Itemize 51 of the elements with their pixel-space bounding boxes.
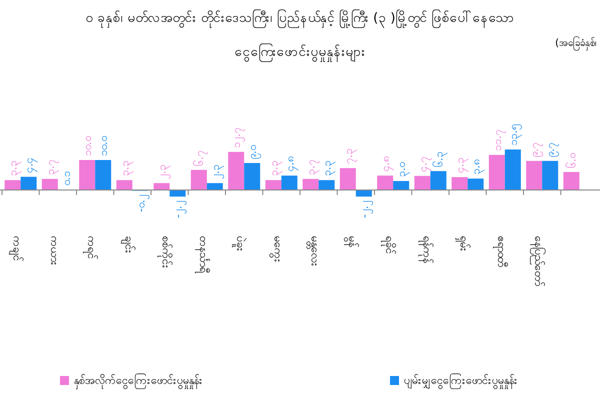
data-label: ၁၀.၀	[97, 136, 110, 156]
x-tick-label: ပဲခူး	[232, 236, 248, 252]
data-label: ၁၂.၇	[230, 127, 246, 148]
data-label: ၄.၄	[22, 157, 38, 173]
data-label: ၉.၇	[544, 142, 560, 157]
data-label: -၀.၂	[134, 194, 150, 212]
x-tick-label: ရန်ကုန်	[418, 236, 434, 263]
x-tick-label: ကချင်	[8, 236, 24, 261]
data-label: ၃.၃	[6, 160, 22, 176]
data-label: ၁၀.၀	[81, 136, 94, 156]
data-label: ၆.၃	[432, 152, 448, 168]
data-label: ၃.၃	[118, 160, 134, 176]
x-tick-label: ချင်း	[120, 236, 136, 254]
data-label: ၄.၈	[379, 156, 394, 172]
data-label: ၆.၇	[192, 150, 208, 166]
legend-label: ပျမ်းမျှငွေကြေးဖောင်းပွမှုနှုန်း	[404, 373, 518, 389]
text: (အခြေခံနှစ်၊	[555, 35, 596, 51]
x-tick-label: မကွေး	[269, 236, 284, 263]
x-tick-label: ဧရာဝတီ	[492, 236, 508, 268]
data-label: ၂.၃	[156, 164, 171, 180]
data-label: -၂.၂	[358, 200, 373, 218]
data-label: ၄.၇	[416, 156, 432, 172]
data-label: ၄.၃	[454, 158, 469, 174]
chart-title: ၀ ခုနှစ်၊ မတ်လအတွင်း တိုင်းဒေသကြီး၊ ပြည်နယ်နှင့် မြို့ကြီး (၃ )မြို့တွင် ဖြစ်ပေါ်နေသော	[85, 9, 515, 28]
x-tick-label: ရှမ်း	[456, 236, 471, 252]
data-label: ၁၃.၅	[506, 124, 522, 146]
data-label: -၂.၂	[172, 200, 187, 218]
x-tick-label: ရခိုင်	[381, 236, 396, 254]
x-tick-label: မွန်	[344, 236, 359, 247]
data-label: ၄.၈	[283, 156, 298, 172]
legend-label: နှစ်အလိုက်ငွေကြေးဖောင်းပွမှုနှုန်း	[74, 373, 203, 389]
data-label: ၆.၀	[565, 154, 578, 168]
x-tick-label: စစ်ကိုင်း	[158, 236, 173, 269]
x-tick-label: တနင်္သာရီ	[194, 236, 210, 274]
data-label: ၂.၃	[208, 164, 224, 180]
data-label: ၃.၈	[470, 159, 485, 175]
data-label: ၃.၀	[395, 162, 410, 177]
x-tick-label: မန္တလေး	[306, 236, 322, 267]
data-label: ၃.၇	[304, 159, 320, 175]
data-label: ၉.၀	[246, 146, 262, 159]
data-label: ၃.၃	[267, 160, 282, 176]
data-label: ၃.၇	[44, 159, 59, 175]
data-label: ၁၁.၇	[490, 129, 506, 151]
x-tick-label: ကယား	[48, 236, 61, 266]
x-tick-label: ကရင်	[83, 236, 98, 259]
data-label: ၀.၁	[60, 171, 73, 186]
x-tick-label: နေပြည်တော်	[530, 236, 546, 286]
data-label: ၇.၃	[342, 148, 357, 164]
chart-subtitle: ငွေကြေးဖောင်းပွမှုနှုန်းများ	[234, 43, 366, 62]
data-label: ၃.၃	[320, 160, 336, 176]
data-label: ၉.၇	[528, 142, 544, 157]
